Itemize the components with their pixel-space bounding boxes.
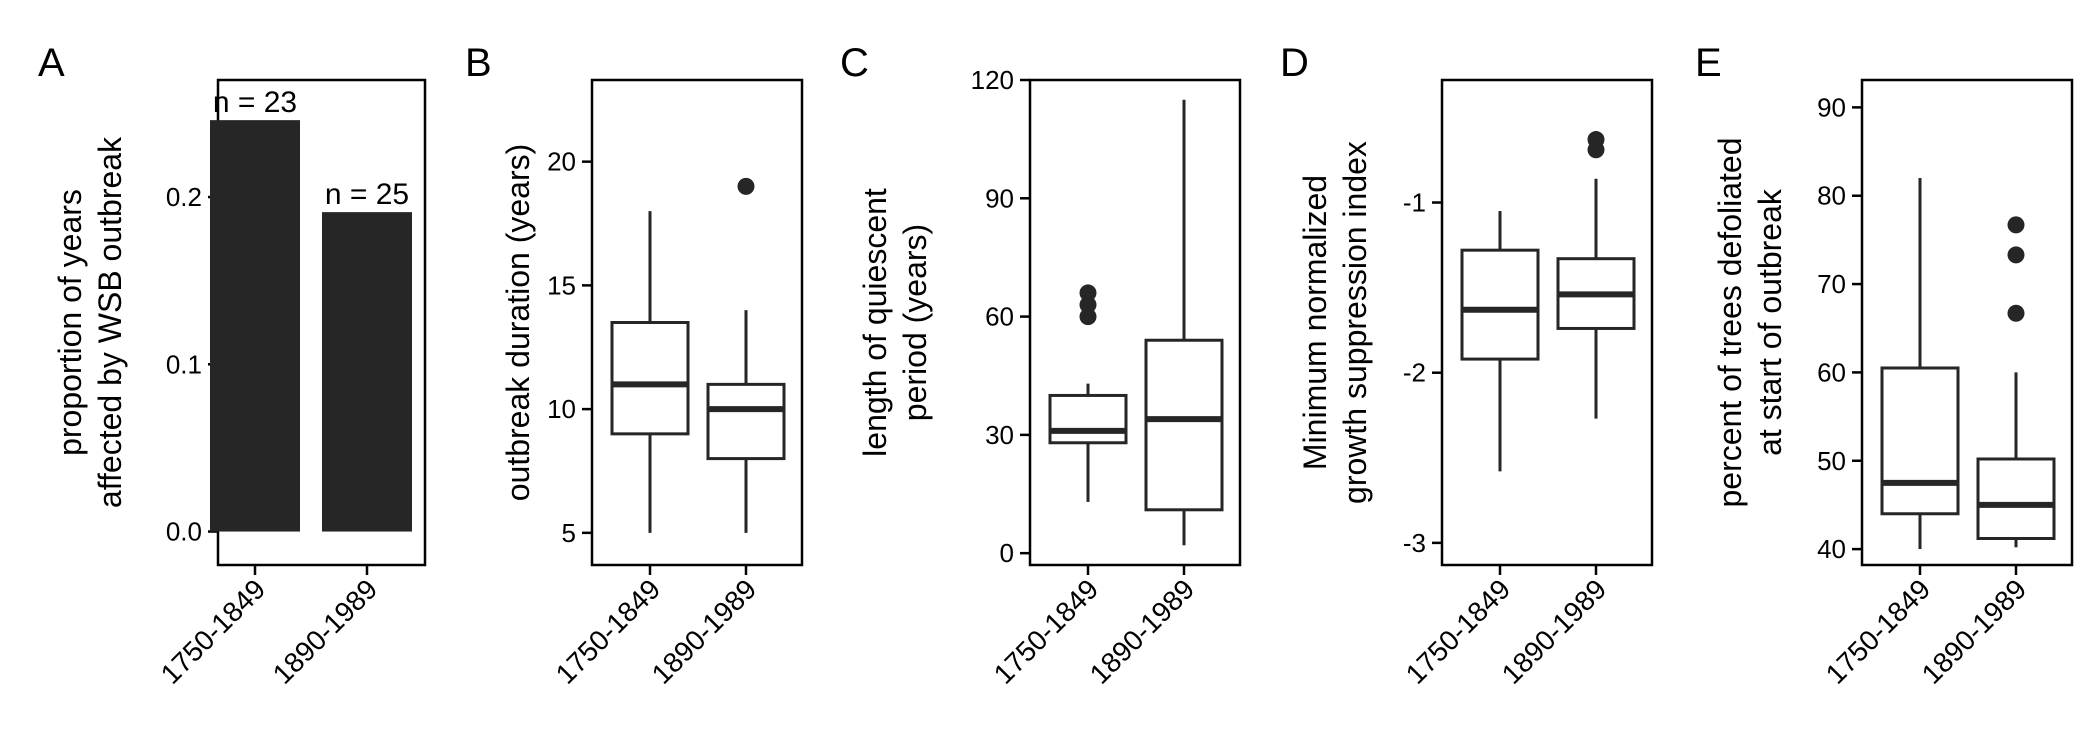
panel-b-letter: B — [465, 41, 492, 85]
panel-a-x-tick-label: 1750-1849 — [155, 573, 272, 690]
panel-c-letter: C — [840, 41, 869, 85]
panel-e-y-tick-label: 50 — [1817, 446, 1846, 476]
panel-c-frame — [1028, 78, 1242, 567]
panel-c-y-axis-title-line: period (years) — [897, 224, 933, 421]
panel-c-outlier-point — [1079, 284, 1097, 302]
panel-a-bar-label: n = 23 — [213, 86, 297, 119]
panel-b-y-tick-label: 15 — [547, 270, 576, 300]
panel-e-y-tick-label: 90 — [1817, 92, 1846, 122]
panel-e-outlier-point — [2007, 246, 2025, 264]
panel-d: D -3 -2 -1 Minimum normalized growth suppress… — [1280, 41, 1654, 690]
panel-a-bar-label: n = 25 — [325, 178, 409, 211]
panel-b-y-axis-title-line: outbreak duration (years) — [500, 144, 536, 502]
panel-d-box — [1460, 248, 1540, 361]
panel-a-x-tick-label: 1890-1989 — [267, 573, 384, 690]
panel-b-x-tick-label: 1890-1989 — [646, 573, 763, 690]
panel-b-y-tick-label: 10 — [547, 394, 576, 424]
panel-d-y-tick-label: -1 — [1403, 188, 1426, 218]
panel-c-y-axis-title-line: length of quiescent — [857, 188, 893, 457]
panel-a-y-tick-label: 0.0 — [166, 517, 202, 547]
panel-a-y-axis-title-line: proportion of years — [52, 189, 88, 456]
panel-b-box — [610, 321, 690, 436]
panel-e-y-tick-label: 80 — [1817, 181, 1846, 211]
panel-d-y-tick-label: -3 — [1403, 528, 1426, 558]
panel-d-y-tick-label: -2 — [1403, 358, 1426, 388]
panel-d-letter: D — [1280, 41, 1309, 85]
panel-a-letter: A — [38, 41, 65, 85]
panel-c-x-tick-label: 1890-1989 — [1084, 573, 1201, 690]
panel-e-letter: E — [1695, 41, 1722, 85]
panel-d-y-axis-title-line: growth suppression index — [1337, 141, 1373, 504]
panel-a-bar — [322, 212, 412, 532]
panel-e-y-axis-title-line: percent of trees defoliated — [1712, 137, 1748, 507]
panel-e-y-axis-title: percent of trees defoliated at start of o… — [1712, 137, 1788, 507]
panel-d-y-axis-title: Minimum normalized growth suppression ind… — [1297, 141, 1373, 504]
panel-a-y-axis-title: proportion of years affected by WSB outbr… — [52, 136, 128, 508]
panel-b-box — [706, 382, 786, 461]
panel-e-y-axis-title-line: at start of outbreak — [1752, 188, 1788, 456]
panel-e-box — [1976, 457, 2056, 540]
panel-c-y-tick-label: 30 — [985, 420, 1014, 450]
panel-a: A 0.0 0.1 0.2 proportion of years affected by… — [38, 41, 427, 690]
panel-c-y-tick-label: 120 — [971, 65, 1014, 95]
panel-d-x-tick-label: 1890-1989 — [1496, 573, 1613, 690]
panel-e-y-tick-label: 60 — [1817, 357, 1846, 387]
panel-b-frame — [590, 78, 804, 567]
panel-e-frame — [1860, 78, 2074, 567]
panel-a-bar — [210, 120, 300, 532]
panel-c-box — [1048, 393, 1128, 445]
panel-c-y-axis-title: length of quiescent period (years) — [857, 188, 933, 457]
panel-c: C 0 30 60 90 120 length of quiescent period (ye… — [840, 41, 1242, 690]
panel-d-outlier-point — [1587, 131, 1605, 149]
panel-c-outlier-point — [1079, 296, 1097, 314]
panel-b-y-tick-label: 5 — [562, 518, 576, 548]
panel-c-outlier-point — [1079, 308, 1097, 326]
panel-a-y-axis-title-line: affected by WSB outbreak — [92, 136, 128, 508]
panel-a-y-tick-label: 0.2 — [166, 182, 202, 212]
panel-e-y-tick-label: 40 — [1817, 534, 1846, 564]
panel-c-y-tick-label: 0 — [1000, 538, 1014, 568]
panel-b-y-tick-label: 20 — [547, 147, 576, 177]
panel-e-y-tick-label: 70 — [1817, 269, 1846, 299]
panel-e-box — [1880, 366, 1960, 516]
panel-b-y-axis-title: outbreak duration (years) — [500, 144, 536, 502]
panel-e-x-tick-label: 1890-1989 — [1916, 573, 2033, 690]
panel-d-frame — [1440, 78, 1654, 567]
panel-c-y-tick-label: 60 — [985, 302, 1014, 332]
panel-e: E 40 50 60 70 80 90 percent of trees defoliated… — [1695, 41, 2074, 690]
panel-b-outlier-point — [737, 177, 755, 195]
panel-c-box — [1144, 338, 1224, 512]
panel-e-outlier-point — [2007, 304, 2025, 322]
panel-a-y-tick-label: 0.1 — [166, 349, 202, 379]
panel-d-y-axis-title-line: Minimum normalized — [1297, 175, 1333, 470]
panel-c-y-tick-label: 90 — [985, 183, 1014, 213]
panel-e-outlier-point — [2007, 216, 2025, 234]
